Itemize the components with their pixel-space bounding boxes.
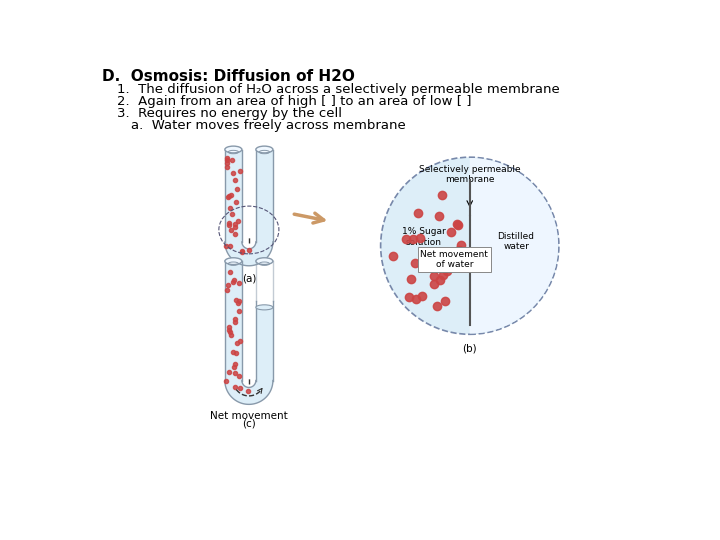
Text: 1% Sugar
solution: 1% Sugar solution: [402, 227, 445, 247]
Polygon shape: [225, 381, 273, 404]
Text: (a): (a): [242, 273, 256, 284]
Ellipse shape: [256, 258, 273, 265]
Ellipse shape: [381, 157, 559, 334]
Text: 3.  Requires no energy by the cell: 3. Requires no energy by the cell: [117, 107, 342, 120]
Text: Selectively permeable
membrane: Selectively permeable membrane: [419, 165, 521, 184]
Text: Distilled
water: Distilled water: [498, 232, 534, 251]
Text: 2.  Again from an area of high [ ] to an area of low [ ]: 2. Again from an area of high [ ] to an …: [117, 95, 472, 108]
Text: 1.  The diffusion of H₂O across a selectively permeable membrane: 1. The diffusion of H₂O across a selecti…: [117, 83, 560, 96]
Text: D.  Osmosis: Diffusion of H2O: D. Osmosis: Diffusion of H2O: [102, 69, 354, 84]
Text: Net movement
of water: Net movement of water: [420, 250, 488, 269]
Text: Net movement: Net movement: [210, 410, 288, 421]
Ellipse shape: [225, 146, 242, 153]
Ellipse shape: [225, 258, 242, 265]
Polygon shape: [225, 261, 242, 381]
Text: (b): (b): [462, 343, 477, 354]
Text: a.  Water moves freely across membrane: a. Water moves freely across membrane: [131, 119, 406, 132]
Ellipse shape: [256, 146, 273, 153]
Polygon shape: [225, 242, 273, 266]
Polygon shape: [225, 150, 242, 242]
Polygon shape: [256, 307, 273, 381]
Polygon shape: [256, 150, 273, 242]
Wedge shape: [469, 158, 558, 334]
Ellipse shape: [256, 305, 273, 310]
Text: (c): (c): [242, 418, 256, 428]
